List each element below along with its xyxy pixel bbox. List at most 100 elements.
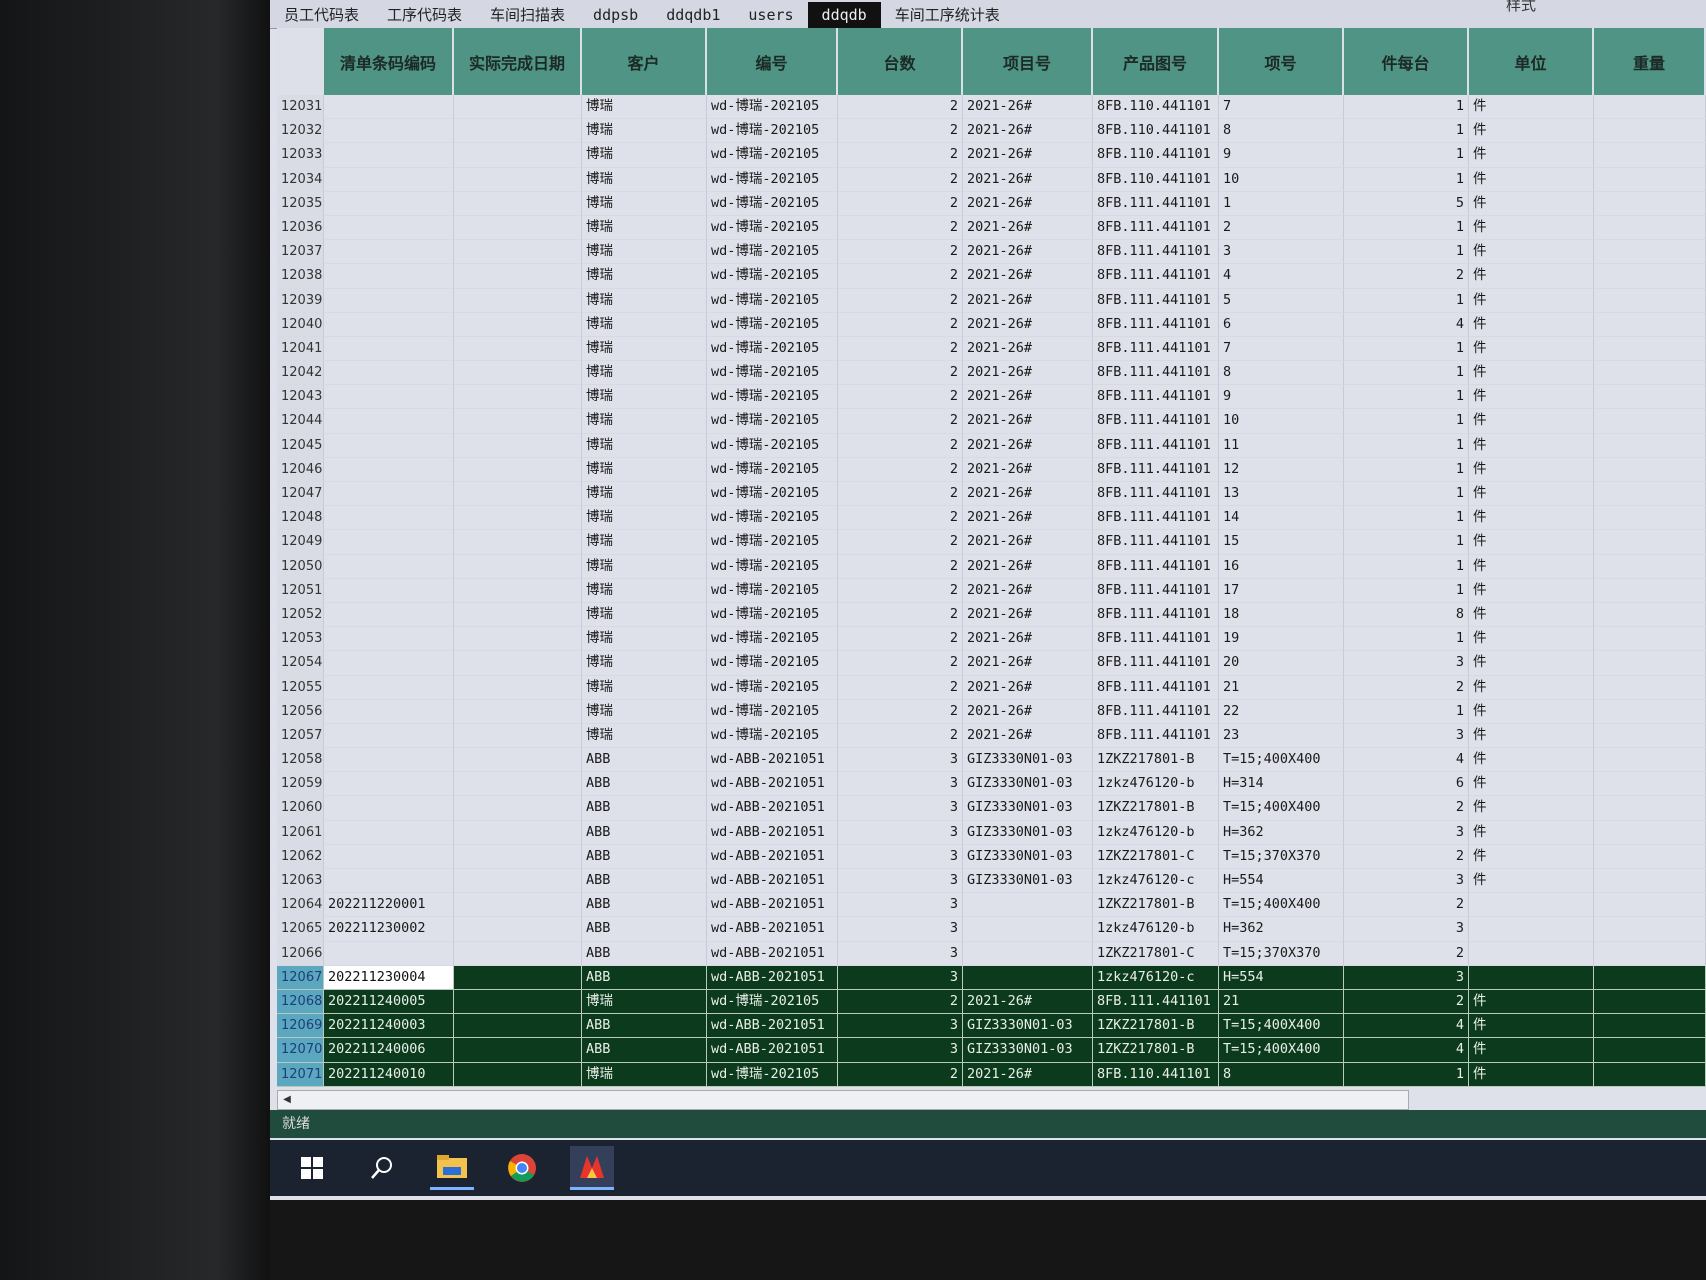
cell-unit[interactable]: 件: [1469, 385, 1594, 410]
cell-finish-date[interactable]: [454, 240, 582, 265]
cell-unit[interactable]: 件: [1469, 869, 1594, 894]
cell-unit[interactable]: 件: [1469, 1014, 1594, 1039]
cell-drawing[interactable]: 1zkz476120-b: [1093, 917, 1219, 942]
cell-code[interactable]: wd-ABB-2021051: [707, 869, 838, 894]
cell-weight[interactable]: [1594, 385, 1706, 410]
cell-drawing[interactable]: 8FB.111.441101: [1093, 457, 1219, 482]
row-number[interactable]: 12043: [277, 385, 324, 410]
cell-item[interactable]: 20: [1219, 651, 1344, 676]
cell-per-unit[interactable]: 3: [1344, 965, 1469, 990]
cell-drawing[interactable]: 1zkz476120-c: [1093, 869, 1219, 894]
row-number[interactable]: 12070: [277, 1038, 324, 1063]
tab-4[interactable]: ddqdb1: [666, 6, 721, 24]
cell-units[interactable]: 2: [838, 119, 963, 144]
cell-finish-date[interactable]: [454, 820, 582, 845]
row-number[interactable]: 12061: [277, 820, 324, 845]
cell-item[interactable]: 7: [1219, 336, 1344, 362]
cell-finish-date[interactable]: [454, 554, 582, 579]
cell-code[interactable]: wd-ABB-2021051: [707, 941, 838, 966]
cell-per-unit[interactable]: 1: [1344, 433, 1469, 458]
column-header-drawing[interactable]: 产品图号: [1093, 28, 1219, 95]
ribbon-style-label[interactable]: 样式: [1505, 0, 1536, 14]
cell-drawing[interactable]: 1zkz476120-b: [1093, 772, 1219, 797]
cell-unit[interactable]: 件: [1469, 796, 1594, 821]
table-row[interactable]: 12055 博瑞 wd-博瑞-202105 2 2021-26# 8FB.111.4411…: [277, 675, 1706, 700]
cell-customer[interactable]: 博瑞: [582, 336, 707, 362]
cell-item[interactable]: T=15;400X400: [1219, 893, 1344, 918]
cell-item[interactable]: 3: [1219, 240, 1344, 265]
cell-weight[interactable]: [1594, 723, 1706, 749]
windows-start-icon[interactable]: [290, 1146, 334, 1190]
cell-units[interactable]: 2: [838, 530, 963, 555]
cell-per-unit[interactable]: 1: [1344, 578, 1469, 603]
cell-per-unit[interactable]: 3: [1344, 869, 1469, 894]
cell-unit[interactable]: 件: [1469, 119, 1594, 144]
cell-customer[interactable]: 博瑞: [582, 723, 707, 749]
column-header-barcode[interactable]: 清单条码编码: [324, 28, 454, 95]
cell-weight[interactable]: [1594, 312, 1706, 337]
cell-customer[interactable]: ABB: [582, 1014, 707, 1039]
tab-6[interactable]: ddqdb: [807, 2, 881, 28]
row-number[interactable]: 12066: [277, 941, 324, 966]
table-row[interactable]: 12051 博瑞 wd-博瑞-202105 2 2021-26# 8FB.111.4411…: [277, 578, 1706, 603]
cell-customer[interactable]: 博瑞: [582, 215, 707, 241]
cell-customer[interactable]: 博瑞: [582, 433, 707, 458]
column-header-item[interactable]: 项号: [1219, 28, 1344, 95]
cell-finish-date[interactable]: [454, 215, 582, 241]
cell-drawing[interactable]: 8FB.111.441101: [1093, 699, 1219, 724]
cell-units[interactable]: 3: [838, 820, 963, 845]
table-row[interactable]: 12060 ABB wd-ABB-2021051 3 GIZ3330N01-03 1ZKZ…: [277, 796, 1706, 821]
cell-code[interactable]: wd-博瑞-202105: [707, 482, 838, 507]
cell-units[interactable]: 2: [838, 361, 963, 386]
cell-weight[interactable]: [1594, 457, 1706, 482]
table-row[interactable]: 12056 博瑞 wd-博瑞-202105 2 2021-26# 8FB.111.4411…: [277, 699, 1706, 724]
cell-item[interactable]: 14: [1219, 506, 1344, 531]
cell-unit[interactable]: 件: [1469, 482, 1594, 507]
cell-customer[interactable]: ABB: [582, 844, 707, 869]
cell-barcode[interactable]: [324, 578, 454, 603]
cell-code[interactable]: wd-博瑞-202105: [707, 336, 838, 362]
cell-units[interactable]: 2: [838, 506, 963, 531]
row-number[interactable]: 12063: [277, 869, 324, 894]
cell-project[interactable]: 2021-26#: [963, 482, 1093, 507]
tab-1[interactable]: 工序代码表: [387, 6, 463, 24]
cell-drawing[interactable]: 8FB.111.441101: [1093, 336, 1219, 362]
cell-barcode[interactable]: [324, 143, 454, 168]
cell-unit[interactable]: 件: [1469, 409, 1594, 434]
cell-finish-date[interactable]: [454, 989, 582, 1015]
cell-unit[interactable]: 件: [1469, 191, 1594, 216]
cell-unit[interactable]: 件: [1469, 433, 1594, 458]
tab-0[interactable]: 员工代码表: [284, 6, 360, 24]
cell-barcode[interactable]: 202211230002: [324, 917, 454, 942]
cell-code[interactable]: wd-博瑞-202105: [707, 312, 838, 337]
cell-item[interactable]: H=362: [1219, 820, 1344, 845]
cell-code[interactable]: wd-ABB-2021051: [707, 820, 838, 845]
cell-code[interactable]: wd-博瑞-202105: [707, 409, 838, 434]
cell-unit[interactable]: [1469, 917, 1594, 942]
cell-weight[interactable]: [1594, 796, 1706, 821]
cell-per-unit[interactable]: 1: [1344, 385, 1469, 410]
cell-unit[interactable]: 件: [1469, 820, 1594, 845]
cell-per-unit[interactable]: 1: [1344, 143, 1469, 168]
cell-item[interactable]: 17: [1219, 578, 1344, 603]
cell-item[interactable]: 9: [1219, 385, 1344, 410]
cell-project[interactable]: 2021-26#: [963, 699, 1093, 724]
cell-project[interactable]: 2021-26#: [963, 312, 1093, 337]
cell-project[interactable]: 2021-26#: [963, 578, 1093, 603]
cell-finish-date[interactable]: [454, 1014, 582, 1039]
cell-drawing[interactable]: 8FB.111.441101: [1093, 723, 1219, 749]
cell-project[interactable]: 2021-26#: [963, 191, 1093, 216]
cell-code[interactable]: wd-博瑞-202105: [707, 651, 838, 676]
cell-customer[interactable]: 博瑞: [582, 482, 707, 507]
cell-item[interactable]: 1: [1219, 191, 1344, 216]
table-row[interactable]: 12033 博瑞 wd-博瑞-202105 2 2021-26# 8FB.110.4411…: [277, 143, 1706, 168]
cell-units[interactable]: 2: [838, 433, 963, 458]
cell-units[interactable]: 3: [838, 893, 963, 918]
cell-barcode[interactable]: [324, 433, 454, 458]
cell-unit[interactable]: 件: [1469, 1038, 1594, 1063]
cell-project[interactable]: 2021-26#: [963, 651, 1093, 676]
row-number[interactable]: 12049: [277, 530, 324, 555]
cell-weight[interactable]: [1594, 506, 1706, 531]
table-row[interactable]: 12045 博瑞 wd-博瑞-202105 2 2021-26# 8FB.111.4411…: [277, 433, 1706, 458]
cell-barcode[interactable]: [324, 482, 454, 507]
